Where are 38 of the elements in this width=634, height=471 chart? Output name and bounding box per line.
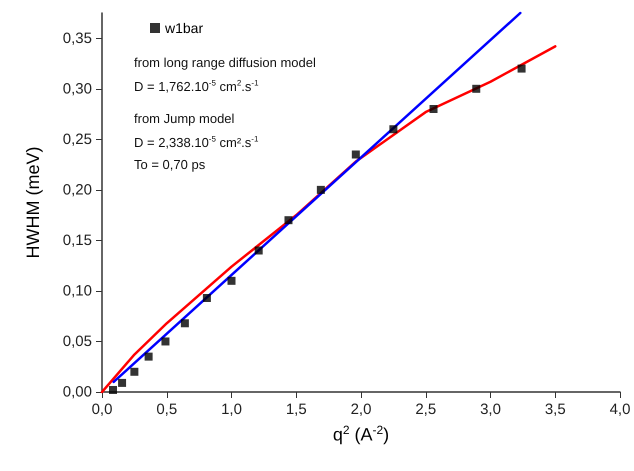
point xyxy=(254,246,263,255)
x-tick-label: 2,0 xyxy=(350,401,372,418)
point xyxy=(518,64,526,73)
annotation: from Jump model xyxy=(134,111,235,126)
annotation: from long range diffusion model xyxy=(134,55,316,70)
legend-label: w1bar xyxy=(164,20,204,36)
point xyxy=(109,386,118,394)
x-tick-label: 1,0 xyxy=(221,401,242,418)
y-tick-label: 0,35 xyxy=(62,30,92,47)
point xyxy=(180,319,189,328)
x-tick-label: 4,0 xyxy=(610,401,630,418)
annotation: To = 0,70 ps xyxy=(134,157,206,172)
x-tick-label: 3,5 xyxy=(544,401,566,418)
y-tick-label: 0,05 xyxy=(62,332,92,350)
y-tick-label: 0,10 xyxy=(62,282,92,300)
x-tick-label: 0,5 xyxy=(156,401,178,418)
x-tick-label: 0,0 xyxy=(92,401,112,418)
point xyxy=(228,276,236,285)
point xyxy=(430,105,438,114)
y-tick-label: 0,25 xyxy=(62,130,92,148)
point xyxy=(352,150,360,158)
point xyxy=(161,337,170,346)
point xyxy=(118,378,126,387)
x-tick-label: 2,5 xyxy=(415,401,436,418)
point xyxy=(472,84,480,93)
point xyxy=(316,186,325,194)
point xyxy=(202,294,211,302)
x-tick-label: 1,5 xyxy=(286,401,307,418)
y-tick-label: 0,30 xyxy=(62,80,92,98)
y-tick-label: 0,00 xyxy=(62,384,92,400)
x-tick-label: 3,0 xyxy=(480,401,501,418)
y-tick-label: 0,15 xyxy=(62,232,92,249)
point xyxy=(130,368,138,376)
y-axis-title: HWHM (meV) xyxy=(23,146,43,258)
point xyxy=(144,352,153,361)
y-tick-label: 0,20 xyxy=(62,181,92,198)
point xyxy=(284,216,292,224)
point xyxy=(389,125,398,134)
